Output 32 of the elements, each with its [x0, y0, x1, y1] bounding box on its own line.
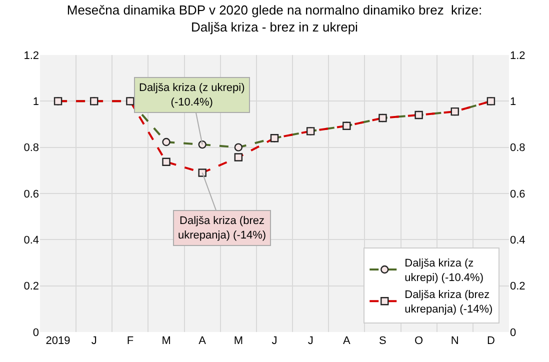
- y-tick-label: 0: [32, 326, 39, 339]
- y-tick-label: 0.2: [24, 280, 39, 293]
- x-tick-label: J: [91, 335, 97, 347]
- annotation: Daljša kriza (z ukrepi) (-10.4%): [139, 82, 245, 108]
- y-tick-label: 1.2: [24, 50, 39, 62]
- legend-label: Daljša kriza (brez ukrepanja) (-14%): [404, 289, 493, 316]
- x-tick-label: N: [450, 335, 459, 347]
- x-tick-label: A: [198, 335, 207, 347]
- x-tick-label: M: [234, 335, 244, 347]
- y2-tick-label: 1: [510, 96, 516, 108]
- x-tick-label: J: [308, 335, 314, 347]
- y2-tick-label: 0: [510, 326, 516, 339]
- legend-label: Daljša kriza (z ukrepi) (-10.4%): [404, 258, 484, 284]
- x-tick-label: S: [379, 335, 386, 347]
- x-tick-label: J: [272, 335, 278, 347]
- y2-tick-label: 0.4: [510, 234, 526, 247]
- y2-tick-label: 0.2: [510, 280, 526, 293]
- x-tick-label: F: [126, 335, 134, 347]
- y-tick-label: 0.8: [24, 142, 39, 154]
- y2-tick-label: 0.8: [510, 142, 526, 154]
- x-tick-label: 2019: [46, 335, 70, 347]
- y2-tick-label: 1.2: [510, 50, 526, 62]
- x-tick-label: D: [486, 335, 495, 347]
- chart-title: Mesečna dinamika BDP v 2020 glede na normalno dinamiko brez krize: Daljša kriza - brez in z ukrepi: [66, 2, 482, 34]
- y2-tick-label: 0.6: [510, 188, 526, 200]
- y-tick-label: 1: [32, 96, 39, 108]
- x-tick-label: A: [342, 335, 351, 347]
- y-tick-label: 0.4: [24, 234, 39, 247]
- annotation: Daljša kriza (brez ukrepanja) (-14%): [178, 215, 266, 242]
- x-tick-label: M: [162, 335, 171, 347]
- x-tick-label: O: [414, 335, 424, 347]
- y-tick-label: 0.6: [24, 188, 39, 200]
